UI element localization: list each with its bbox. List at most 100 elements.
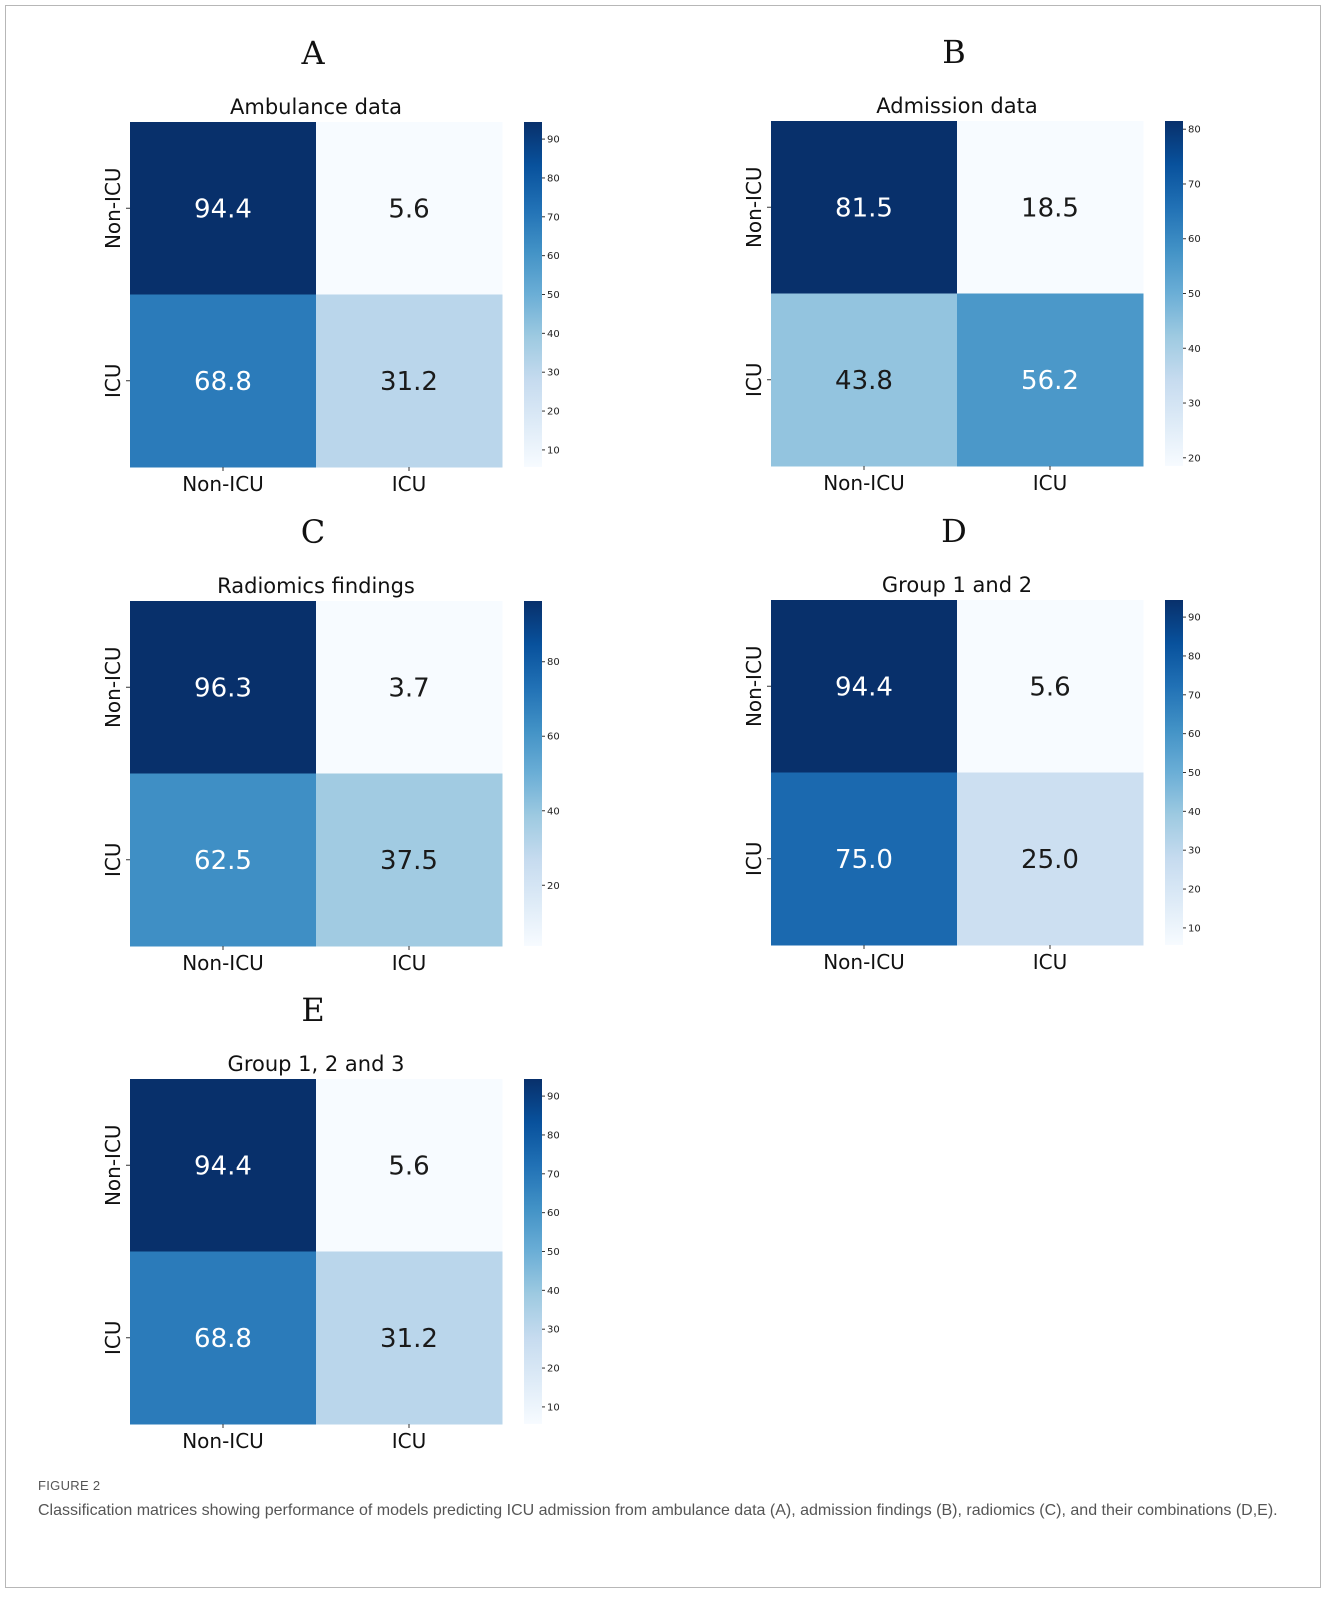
colorbar-tick-label: 40 [547, 1286, 560, 1297]
colorbar-tick-label: 70 [1188, 690, 1201, 701]
colorbar-tick-label: 90 [547, 135, 560, 146]
panel-letter: D [941, 512, 967, 550]
heatmap-cell [771, 293, 958, 467]
heatmap-cell [130, 773, 317, 947]
cell-value-label: 56.2 [1021, 366, 1079, 396]
heatmap-cell [130, 601, 317, 774]
heatmap-cell [771, 772, 958, 946]
heatmap-panel-d: D Group 1 and 2 94.4 5.6 75.0 25.0 Non-ICU ICU N… [742, 512, 1201, 974]
colorbar-tick-label: 60 [1188, 234, 1201, 245]
heatmap-cell [316, 601, 503, 774]
x-tick-label: ICU [1033, 471, 1068, 495]
colorbar-tick-label: 60 [547, 1208, 560, 1219]
y-tick-label: ICU [742, 362, 766, 397]
colorbar-tick-label: 40 [547, 329, 560, 340]
colorbar-tick-label: 40 [1188, 807, 1201, 818]
x-tick-label: Non-ICU [182, 1429, 264, 1453]
colorbar-tick-label: 20 [1188, 885, 1201, 896]
x-tick-label: ICU [392, 1429, 427, 1453]
colorbar [524, 122, 542, 467]
colorbar-tick-label: 10 [547, 445, 560, 456]
y-tick-label: Non-ICU [101, 1124, 125, 1206]
heatmap-cell [771, 600, 958, 773]
y-tick-label: Non-ICU [742, 166, 766, 248]
colorbar-tick-label: 60 [1188, 729, 1201, 740]
colorbar-tick-label: 20 [547, 881, 560, 892]
colorbar-tick-label: 10 [547, 1402, 560, 1413]
cell-value-label: 31.2 [380, 367, 438, 397]
cell-value-label: 62.5 [194, 846, 252, 876]
cell-value-label: 5.6 [1029, 672, 1070, 702]
heatmap-cell [316, 122, 503, 295]
colorbar-tick-label: 40 [547, 806, 560, 817]
x-tick-label: Non-ICU [823, 471, 905, 495]
heatmap-panel-e: E Group 1, 2 and 3 94.4 5.6 68.8 31.2 Non-ICU I… [101, 991, 560, 1453]
figure-charts: A Ambulance data 94.4 5.6 68.8 31.2 Non-ICU ICU… [101, 33, 1201, 1453]
cell-value-label: 31.2 [380, 1324, 438, 1354]
panel-title: Group 1 and 2 [882, 573, 1032, 597]
colorbar-tick-label: 80 [547, 173, 560, 184]
x-tick-label: ICU [1033, 950, 1068, 974]
figure-caption: FIGURE 2 Classification matrices showing… [38, 1478, 1298, 1522]
heatmap-cell [130, 122, 317, 295]
heatmap-cell [316, 1251, 503, 1425]
panel-title: Ambulance data [230, 95, 402, 119]
panel-letter: E [301, 991, 324, 1029]
heatmap-cell [130, 294, 317, 468]
colorbar-tick-label: 30 [1188, 399, 1201, 410]
heatmap-panel-a: A Ambulance data 94.4 5.6 68.8 31.2 Non-ICU ICU… [101, 34, 560, 496]
panel-title: Group 1, 2 and 3 [228, 1052, 405, 1076]
cell-value-label: 81.5 [835, 193, 893, 223]
heatmap-cell [957, 600, 1144, 773]
cell-value-label: 37.5 [380, 846, 438, 876]
panel-title: Radiomics findings [217, 574, 415, 598]
colorbar-tick-label: 30 [547, 1325, 560, 1336]
heatmap-panel-b: B Admission data 81.5 18.5 43.8 56.2 Non-ICU IC… [742, 33, 1201, 495]
colorbar [1165, 600, 1183, 945]
y-tick-label: ICU [101, 1320, 125, 1355]
panel-title: Admission data [876, 94, 1037, 118]
heatmap-cell [957, 772, 1144, 946]
colorbar-tick-label: 20 [1188, 453, 1201, 464]
cell-value-label: 96.3 [194, 673, 252, 703]
colorbar-tick-label: 10 [1188, 923, 1201, 934]
cell-value-label: 18.5 [1021, 193, 1079, 223]
x-tick-label: Non-ICU [182, 951, 264, 975]
cell-value-label: 75.0 [835, 845, 893, 875]
cell-value-label: 94.4 [835, 672, 893, 702]
heatmap-cell [316, 294, 503, 468]
colorbar-tick-label: 80 [1188, 651, 1201, 662]
y-tick-label: ICU [101, 363, 125, 398]
heatmap-cell [130, 1079, 317, 1252]
heatmap-cell [957, 293, 1144, 467]
panel-letter: C [301, 513, 325, 551]
colorbar-tick-label: 70 [547, 212, 560, 223]
x-tick-label: Non-ICU [823, 950, 905, 974]
colorbar-tick-label: 50 [1188, 768, 1201, 779]
heatmap-cell [771, 121, 958, 294]
colorbar-tick-label: 60 [547, 732, 560, 743]
colorbar [1165, 121, 1183, 466]
panel-letter: A [300, 34, 325, 72]
heatmap-cell [316, 1079, 503, 1252]
colorbar-tick-label: 60 [547, 251, 560, 262]
colorbar-tick-label: 20 [547, 407, 560, 418]
y-tick-label: ICU [101, 842, 125, 877]
cell-value-label: 43.8 [835, 366, 893, 396]
cell-value-label: 3.7 [388, 673, 429, 703]
colorbar-tick-label: 20 [547, 1364, 560, 1375]
x-tick-label: ICU [392, 472, 427, 496]
panel-letter: B [942, 33, 966, 71]
x-tick-label: Non-ICU [182, 472, 264, 496]
colorbar-tick-label: 50 [1188, 289, 1201, 300]
heatmap-cell [316, 773, 503, 947]
colorbar-tick-label: 90 [1188, 613, 1201, 624]
colorbar [524, 1079, 542, 1424]
colorbar-tick-label: 80 [1188, 125, 1201, 136]
figure-label: FIGURE 2 [38, 1478, 101, 1493]
colorbar-tick-label: 70 [1188, 179, 1201, 190]
colorbar-tick-label: 50 [547, 1247, 560, 1258]
caption-text: Classification matrices showing performa… [38, 1502, 1278, 1519]
cell-value-label: 25.0 [1021, 845, 1079, 875]
y-tick-label: Non-ICU [101, 167, 125, 249]
